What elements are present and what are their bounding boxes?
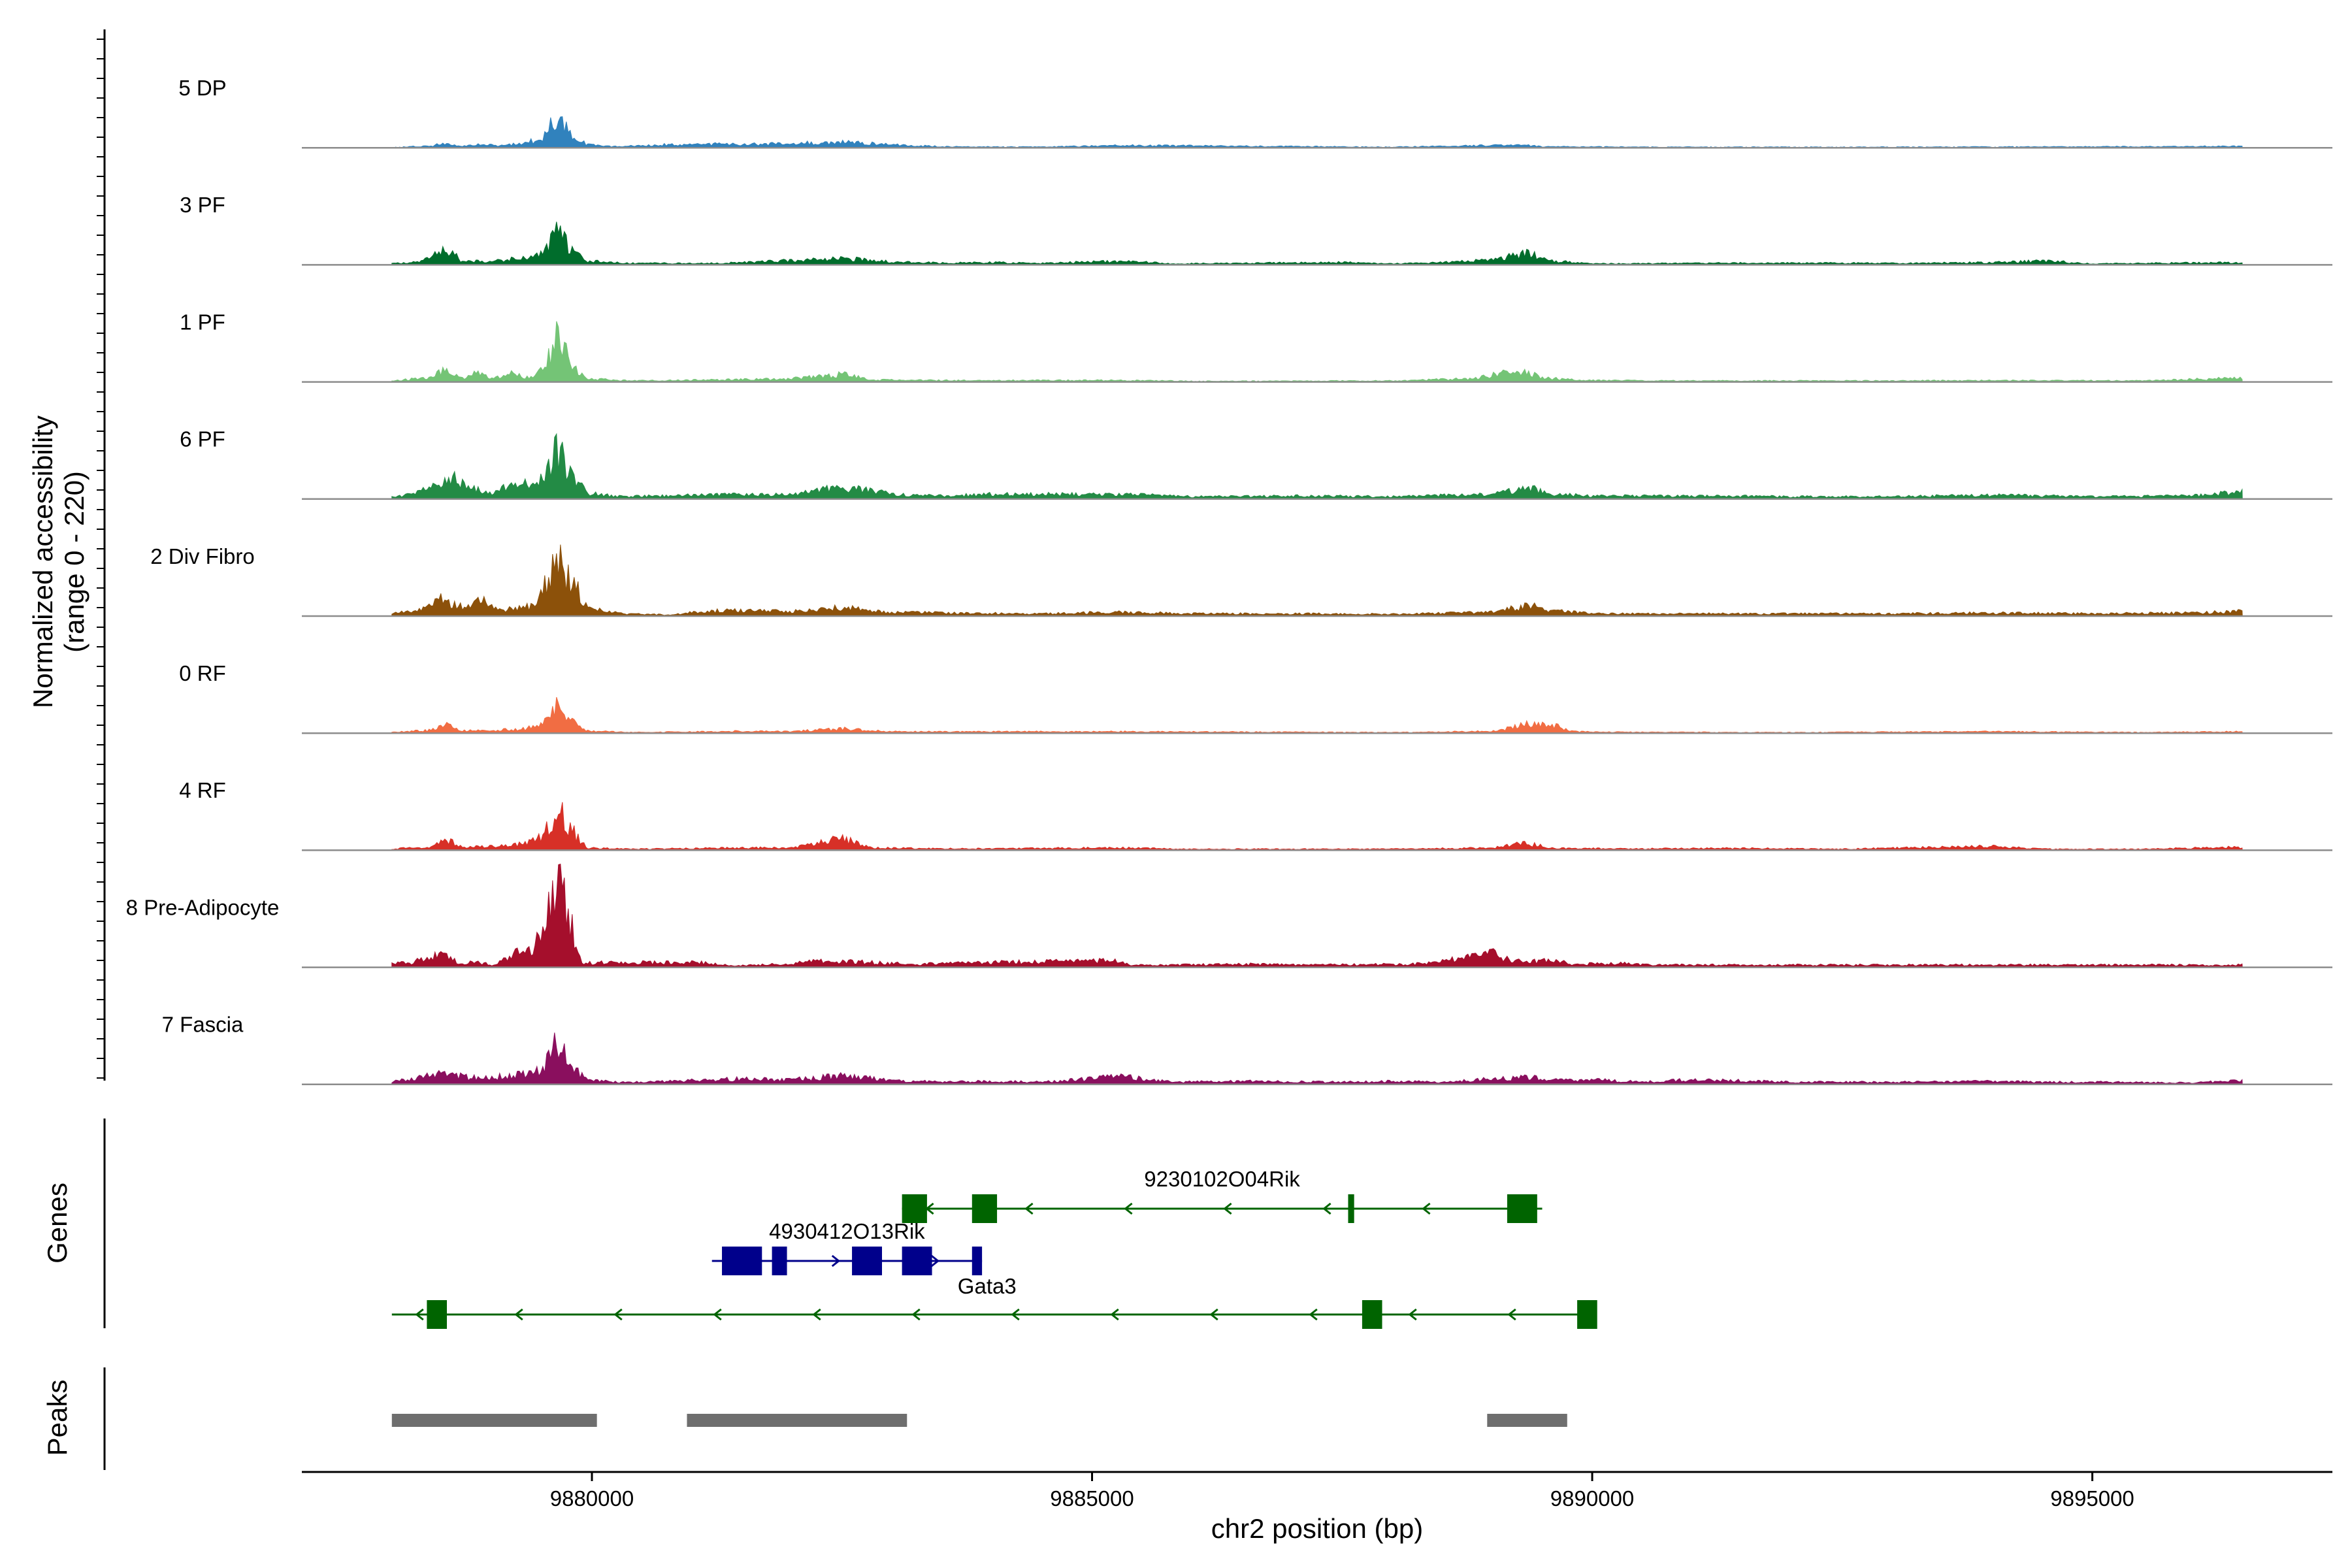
peak-region [1487,1414,1567,1427]
coverage-area-5-dp [391,116,2243,148]
exon [1362,1300,1382,1329]
strand-arrow [1507,1308,1516,1321]
exon [427,1300,447,1329]
coverage-tracks: 5 DP 3 PF 1 PF 6 PF 2 Div Fibro 0 RF 4 RF 8 Pre… [126,76,2332,1086]
y-axis-title-line1: Normalized accessibility [27,416,58,708]
strand-arrow [930,1254,940,1267]
track-label-3-pf: 3 PF [180,193,225,217]
strand-arrow [613,1308,623,1321]
x-tick-label: 9890000 [1550,1486,1634,1511]
exon [1577,1300,1597,1329]
track-7-fascia: 7 Fascia [162,1013,2332,1086]
track-1-pf: 1 PF [180,310,2332,383]
coverage-y-axis-ticks [97,39,105,1079]
strand-arrow [911,1308,921,1321]
x-axis-ticks: 9880000 9885000 9890000 9895000 [550,1472,2134,1511]
track-label-0-rf: 0 RF [179,661,226,685]
track-5-dp: 5 DP [178,76,2332,149]
coverage-area-7-fascia [391,1032,2243,1085]
gene-label-4930412o13rik: 4930412O13Rik [769,1219,925,1243]
track-4-rf: 4 RF [179,778,2332,851]
gene-gata3: Gata3 [391,1274,1597,1329]
strand-arrow [514,1308,523,1321]
coverage-area-1-pf [391,321,2243,383]
strand-arrow [1322,1202,1331,1215]
exon [722,1247,762,1275]
gene-label-9230102o04rik: 9230102O04Rik [1144,1167,1300,1191]
coverage-area-4-rf [391,802,2243,851]
strand-arrow [812,1308,821,1321]
strand-arrow [1223,1202,1232,1215]
track-2-div-fibro: 2 Div Fibro [150,544,2332,617]
y-axis-title-line2: (range 0 - 220) [59,471,90,653]
coverage-area-0-rf [391,696,2243,734]
peak-region [687,1414,907,1427]
strand-arrow [415,1308,424,1321]
x-tick-label: 9880000 [550,1486,634,1511]
track-label-8-pre-adipocyte: 8 Pre-Adipocyte [126,895,280,919]
coverage-area-2-div-fibro [391,544,2243,617]
genes-track: 9230102O04Rik 4930412O13Rik Gata3 [391,1167,1597,1329]
peaks-panel-title: Peaks [42,1380,73,1456]
y-axis-title: Normalized accessibility (range 0 - 220) [27,416,90,708]
gene-4930412o13rik: 4930412O13Rik [711,1219,983,1275]
track-6-pf: 6 PF [180,427,2332,500]
strand-arrow [1110,1308,1119,1321]
x-axis-title: chr2 position (bp) [1211,1513,1424,1544]
exon [772,1247,787,1275]
track-label-7-fascia: 7 Fascia [162,1013,244,1037]
track-8-pre-adipocyte: 8 Pre-Adipocyte [126,863,2332,968]
track-label-4-rf: 4 RF [179,778,226,802]
genes-panel-title: Genes [42,1183,73,1264]
strand-arrow [1024,1202,1034,1215]
strand-arrow [1209,1308,1218,1321]
strand-arrow [1309,1308,1318,1321]
track-label-2-div-fibro: 2 Div Fibro [150,544,255,568]
track-label-6-pf: 6 PF [180,427,225,451]
gene-9230102o04rik: 9230102O04Rik [902,1167,1543,1223]
strand-arrow [713,1308,722,1321]
exon [902,1194,927,1223]
exon [1348,1194,1354,1223]
exon [972,1194,998,1223]
track-label-5-dp: 5 DP [178,76,226,100]
gene-label-gata3: Gata3 [958,1274,1017,1298]
coverage-area-8-pre-adipocyte [391,863,2243,968]
strand-arrow [1408,1308,1417,1321]
strand-arrow [1011,1308,1020,1321]
track-3-pf: 3 PF [180,193,2332,266]
coverage-area-6-pf [391,433,2243,500]
coverage-area-3-pf [391,221,2243,265]
track-label-1-pf: 1 PF [180,310,225,334]
strand-arrow [1422,1202,1431,1215]
exon [902,1247,932,1275]
exon [852,1247,882,1275]
x-tick-label: 9885000 [1050,1486,1134,1511]
x-tick-label: 9895000 [2050,1486,2134,1511]
strand-arrow [831,1254,841,1267]
peak-region [391,1414,597,1427]
exon [972,1247,983,1275]
track-0-rf: 0 RF [179,661,2332,734]
exon [1507,1194,1537,1223]
strand-arrow [1124,1202,1133,1215]
peaks-track [391,1414,1567,1427]
